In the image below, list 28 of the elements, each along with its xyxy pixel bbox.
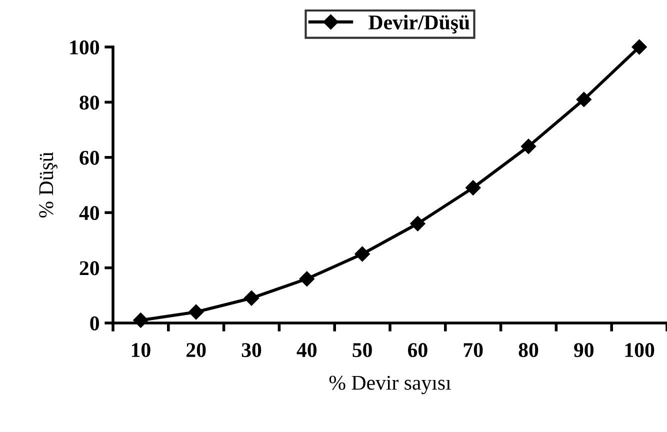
x-tick-label: 60 (408, 343, 428, 358)
x-tick-label: 10 (132, 343, 150, 358)
y-tick-label: 0 (90, 316, 100, 330)
point (188, 304, 204, 320)
point (410, 216, 426, 232)
y-tick-label: 20 (80, 261, 100, 276)
y-tick-label: 40 (79, 206, 100, 220)
x-tick-label: 30 (242, 343, 262, 358)
y-axis-title: % Düşü (39, 152, 58, 218)
y-tick-label: 100 (70, 40, 100, 54)
x-tick-label: 90 (574, 343, 594, 358)
x-axis-title: % Devir sayısı (329, 376, 451, 394)
x-tick-label: 50 (352, 343, 372, 358)
legend-label: Devir/Düşü (368, 14, 470, 34)
point (299, 271, 314, 286)
y-tick-label: 80 (80, 96, 100, 110)
point (576, 92, 592, 108)
x-tick-label: 20 (186, 343, 206, 358)
x-tick-label: 70 (464, 343, 483, 358)
point (632, 39, 647, 55)
point (466, 180, 481, 196)
point (354, 246, 370, 262)
point (244, 290, 260, 306)
point (520, 138, 536, 154)
x-tick-label: 40 (296, 343, 317, 358)
y-tick-label: 60 (80, 150, 100, 165)
x-tick-label: 80 (518, 343, 538, 358)
x-tick-label: 100 (625, 343, 654, 358)
